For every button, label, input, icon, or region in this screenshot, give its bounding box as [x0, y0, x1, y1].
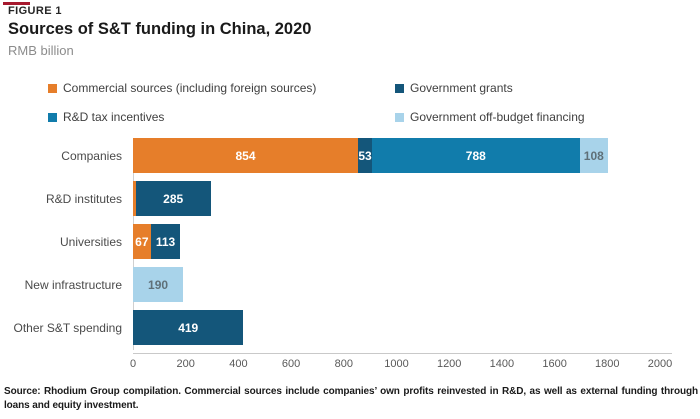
- bar-track: 854 53 788 108: [133, 138, 660, 173]
- bar-row: Other S&T spending 419: [0, 310, 700, 345]
- bar-value-label: 854: [235, 148, 256, 163]
- bar-rows: Companies 854 53 788 108 R&D institutes 285 Uni…: [0, 138, 700, 350]
- category-label: Other S&T spending: [13, 320, 122, 335]
- figure-label: FIGURE 1: [8, 5, 62, 17]
- bar-row: Companies 854 53 788 108: [0, 138, 700, 173]
- bar-value-label: 788: [465, 148, 486, 163]
- x-axis-ticks: 0 200 400 600 800 1000 1200 1400 1600 1800 2000: [129, 358, 672, 373]
- category-label: New infrastructure: [24, 277, 122, 292]
- bar-row: Universities 67 113: [0, 224, 700, 259]
- x-tick-label: 1400: [489, 358, 515, 370]
- bar-track: 419: [133, 310, 660, 345]
- category-label: Companies: [61, 148, 122, 163]
- bar-value-label: 190: [148, 277, 169, 292]
- legend-item: Government grants: [395, 81, 585, 95]
- x-tick-label: 800: [334, 358, 353, 370]
- legend-swatch-icon: [48, 112, 57, 122]
- bar-value-label: 108: [583, 148, 604, 163]
- legend-item: R&D tax incentives: [48, 110, 395, 124]
- category-label: Universities: [59, 234, 122, 249]
- bar-segment: 788: [371, 138, 580, 173]
- legend-item: Government off-budget financing: [395, 110, 585, 124]
- bar-track: 285: [133, 181, 660, 216]
- x-tick-label: 200: [176, 358, 195, 370]
- legend-item-label: Government grants: [410, 81, 513, 95]
- x-tick-label: 0: [129, 358, 137, 370]
- x-tick-label: 1200: [436, 358, 462, 370]
- bar-row: New infrastructure 190: [0, 267, 700, 302]
- x-tick-label: 1000: [384, 358, 409, 370]
- legend-item: Commercial sources (including foreign so…: [48, 81, 395, 95]
- x-tick-label: 2000: [647, 358, 673, 370]
- brand-accent-dash: [3, 2, 30, 5]
- bar-segment: [133, 181, 136, 216]
- chart-subtitle: RMB billion: [8, 43, 74, 58]
- legend-swatch-icon: [48, 83, 57, 93]
- chart-header: FIGURE 1 Sources of S&T funding in China…: [8, 5, 311, 58]
- bar-row: R&D institutes 285: [0, 181, 700, 216]
- bar-value-label: 53: [358, 148, 372, 163]
- legend-item-label: Commercial sources (including foreign so…: [63, 81, 317, 95]
- chart-title: Sources of S&T funding in China, 2020: [8, 20, 312, 38]
- bar-track: 190: [133, 267, 660, 302]
- legend-item-label: R&D tax incentives: [63, 110, 165, 124]
- bar-segment: 285: [135, 181, 211, 216]
- bar-segment: 108: [579, 138, 609, 173]
- legend-item-label: Government off-budget financing: [410, 110, 585, 124]
- bar-value-label: 285: [163, 191, 184, 206]
- legend: Commercial sources (including foreign so…: [48, 81, 585, 124]
- bar-value-label: 419: [178, 320, 199, 335]
- bar-segment: 113: [150, 224, 181, 259]
- bar-segment: 190: [133, 267, 184, 302]
- bar-segment: 854: [133, 138, 359, 173]
- bar-chart: Companies 854 53 788 108 R&D institutes 285 Uni…: [0, 138, 700, 373]
- bar-segment: 67: [133, 224, 151, 259]
- bar-track: 67 113: [133, 224, 660, 259]
- bar-value-label: 67: [135, 234, 149, 249]
- source-note: Source: Rhodium Group compilation. Comme…: [4, 386, 698, 411]
- x-axis-line: [133, 353, 672, 354]
- legend-swatch-icon: [395, 112, 404, 122]
- bar-segment: 419: [133, 310, 244, 345]
- x-tick-label: 1600: [542, 358, 567, 370]
- x-tick-label: 400: [229, 358, 248, 370]
- x-tick-label: 600: [281, 358, 301, 370]
- x-tick-label: 1800: [595, 358, 620, 370]
- category-label: R&D institutes: [45, 191, 122, 206]
- legend-swatch-icon: [395, 83, 404, 93]
- bar-value-label: 113: [155, 234, 176, 249]
- bar-segment: 53: [358, 138, 372, 173]
